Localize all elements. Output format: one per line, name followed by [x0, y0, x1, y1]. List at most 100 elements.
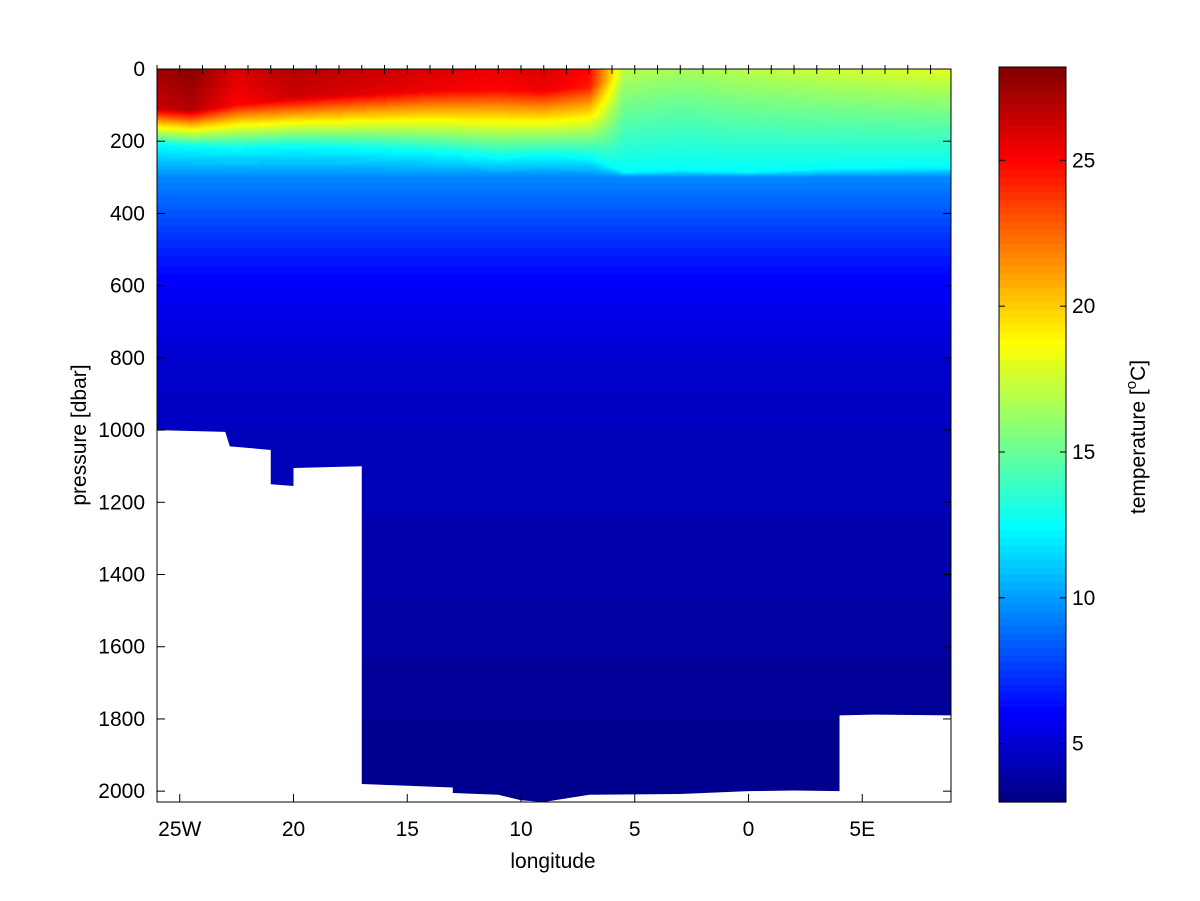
colorbar-band	[999, 566, 1066, 575]
colorbar-band	[999, 338, 1066, 347]
x-tick-label: 20	[282, 818, 305, 841]
colorbar-band	[999, 368, 1066, 377]
colorbar-bands	[999, 67, 1066, 803]
y-tick-label: 2000	[98, 780, 145, 803]
colorbar-band	[999, 434, 1066, 443]
colorbar-band	[999, 441, 1066, 450]
plot-frame	[156, 68, 952, 803]
y-tick-label: 1400	[98, 564, 145, 587]
colorbar-band	[999, 596, 1066, 605]
x-tick-labels: 25W 20 15 10 5 0 5E	[158, 818, 875, 841]
colorbar-band	[999, 331, 1066, 340]
colorbar	[998, 66, 1067, 803]
colorbar-band	[999, 272, 1066, 281]
colorbar-band	[999, 684, 1066, 693]
colorbar-band	[999, 390, 1066, 399]
colorbar-band	[999, 67, 1066, 75]
colorbar-band	[999, 449, 1066, 458]
colorbar-band	[999, 581, 1066, 590]
colorbar-band	[999, 346, 1066, 355]
colorbar-band	[999, 412, 1066, 421]
y-axis-label: pressure [dbar]	[68, 364, 91, 505]
colorbar-band	[999, 478, 1066, 487]
colorbar-band	[999, 375, 1066, 384]
colorbar-band	[999, 743, 1066, 752]
colorbar-band	[999, 552, 1066, 561]
colorbar-tick-label: 20	[1072, 295, 1095, 318]
y-tick-labels: 0 200 400 600 800 1000 1200 1400 1600 1800 2000	[98, 58, 145, 803]
colorbar-band	[999, 353, 1066, 362]
colorbar-band	[999, 765, 1066, 774]
colorbar-band	[999, 397, 1066, 406]
colorbar-band	[999, 530, 1066, 538]
colorbar-band	[999, 485, 1066, 494]
colorbar-band	[999, 265, 1066, 274]
x-tick-label: 25W	[158, 818, 201, 841]
x-tick-label: 5	[629, 818, 641, 841]
x-tick-label: 15	[396, 818, 419, 841]
colorbar-band	[999, 603, 1066, 612]
colorbar-tick-label: 15	[1072, 441, 1095, 464]
y-tick-label: 0	[133, 58, 145, 81]
colorbar-band	[999, 96, 1066, 105]
colorbar-tick-label: 10	[1072, 587, 1095, 610]
colorbar-band	[999, 515, 1066, 524]
colorbar-band	[999, 669, 1066, 678]
colorbar-band	[999, 728, 1066, 737]
colorbar-band	[999, 118, 1066, 127]
colorbar-band	[999, 177, 1066, 186]
colorbar-band	[999, 713, 1066, 722]
colorbar-band	[999, 662, 1066, 671]
colorbar-band	[999, 794, 1066, 803]
colorbar-band	[999, 162, 1066, 171]
y-tick-label: 1800	[98, 708, 145, 731]
colorbar-band	[999, 559, 1066, 568]
x-axis-label: longitude	[510, 850, 595, 873]
colorbar-band	[999, 463, 1066, 472]
colorbar-band	[999, 250, 1066, 259]
x-axis-ticks	[156, 65, 932, 802]
colorbar-band	[999, 787, 1066, 796]
y-tick-label: 400	[110, 202, 145, 225]
colorbar-band	[999, 618, 1066, 627]
colorbar-band	[999, 103, 1066, 112]
colorbar-tick-label: 5	[1072, 733, 1084, 756]
colorbar-band	[999, 419, 1066, 428]
colorbar-band	[999, 625, 1066, 634]
colorbar-band	[999, 74, 1066, 83]
colorbar-band	[999, 81, 1066, 90]
colorbar-band	[999, 735, 1066, 744]
colorbar-band	[999, 427, 1066, 436]
colorbar-band	[999, 89, 1066, 97]
colorbar-ticks	[999, 159, 1066, 745]
colorbar-band	[999, 361, 1066, 369]
colorbar-band	[999, 691, 1066, 700]
x-tick-label: 0	[743, 818, 755, 841]
y-tick-label: 800	[110, 347, 145, 370]
colorbar-band	[999, 772, 1066, 781]
y-tick-label: 200	[110, 130, 145, 153]
colorbar-band	[999, 147, 1066, 156]
colorbar-label-main: temperature [	[1127, 389, 1150, 514]
colorbar-band	[999, 750, 1066, 759]
colorbar-label-degree: o	[1123, 381, 1140, 389]
colorbar-band	[999, 111, 1066, 120]
colorbar-band	[999, 456, 1066, 465]
colorbar-band	[999, 632, 1066, 641]
colorbar-band	[999, 383, 1066, 391]
colorbar-band	[999, 610, 1066, 619]
colorbar-band	[999, 214, 1066, 222]
x-tick-label: 5E	[849, 818, 875, 841]
colorbar-band	[999, 677, 1066, 685]
colorbar-band	[999, 655, 1066, 663]
colorbar-band	[999, 779, 1066, 788]
colorbar-band	[999, 184, 1066, 193]
colorbar-band	[999, 140, 1066, 149]
colorbar-band	[999, 236, 1066, 244]
colorbar-band	[999, 294, 1066, 303]
colorbar-band	[999, 309, 1066, 318]
colorbar-band	[999, 500, 1066, 509]
y-tick-label: 1600	[98, 636, 145, 659]
colorbar-band	[999, 405, 1066, 414]
